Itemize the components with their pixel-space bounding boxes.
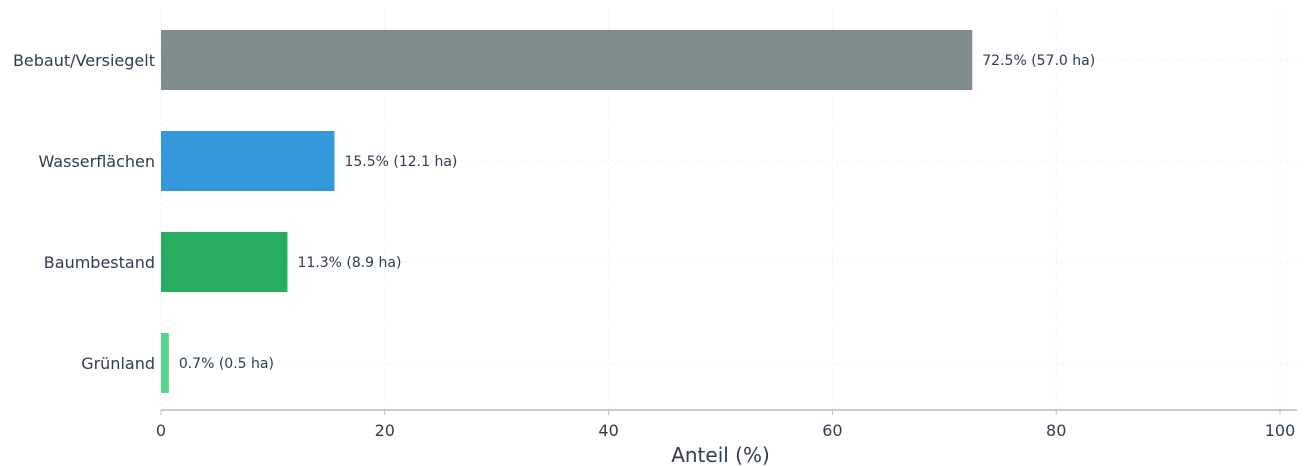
x-tick-label: 20 — [375, 421, 395, 440]
data-labels: 72.5% (57.0 ha) 15.5% (12.1 ha) 11.3% (8.9… — [179, 53, 1095, 372]
bars — [161, 30, 973, 393]
x-tick-label: 100 — [1265, 421, 1296, 440]
bar — [161, 131, 335, 191]
data-label: 11.3% (8.9 ha) — [297, 255, 401, 271]
data-label: 15.5% (12.1 ha) — [344, 154, 457, 170]
bar — [161, 333, 169, 393]
category-label: Grünland — [81, 354, 155, 373]
x-tick-label: 80 — [1046, 421, 1066, 440]
category-label: Bebaut/Versiegelt — [13, 51, 155, 70]
x-tick-label: 60 — [822, 421, 842, 440]
category-label: Baumbestand — [44, 253, 155, 272]
x-tick-label: 40 — [598, 421, 618, 440]
category-label: Wasserflächen — [39, 152, 156, 171]
category-labels: Bebaut/Versiegelt Wasserflächen Baumbestan… — [13, 51, 155, 373]
data-label: 0.7% (0.5 ha) — [179, 356, 274, 372]
x-tick-label: 0 — [156, 421, 166, 440]
data-label: 72.5% (57.0 ha) — [982, 53, 1095, 69]
x-ticks: 0 20 40 60 80 100 — [156, 410, 1295, 440]
bar — [161, 30, 973, 90]
bar — [161, 232, 288, 292]
x-axis-title: Anteil (%) — [671, 443, 770, 466]
